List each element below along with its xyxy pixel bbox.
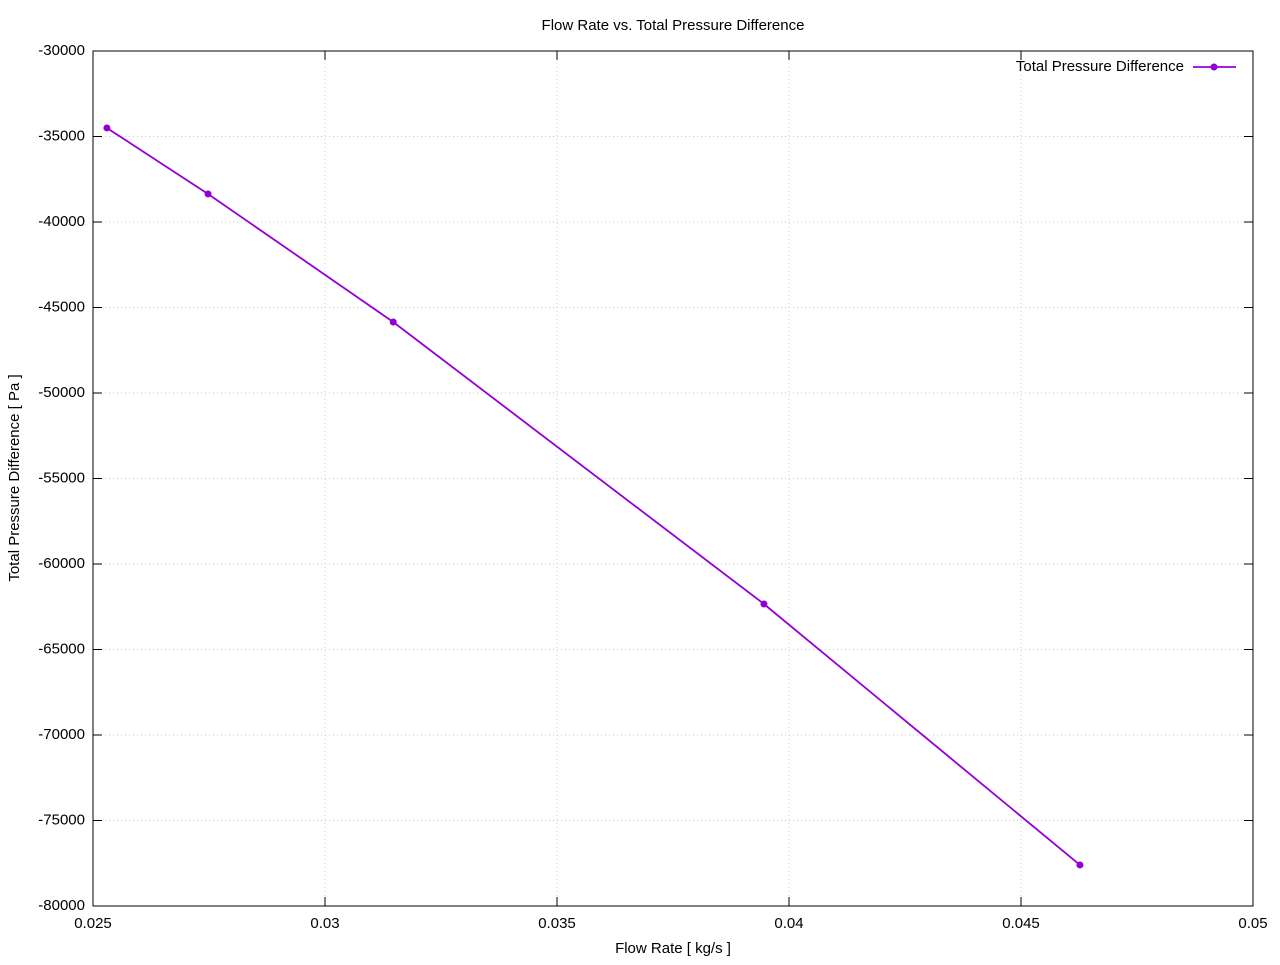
y-tick-label: -40000 xyxy=(38,213,85,230)
y-tick-label: -65000 xyxy=(38,640,85,657)
data-point xyxy=(204,190,212,198)
legend-marker xyxy=(1210,63,1218,71)
y-tick-label: -75000 xyxy=(38,811,85,828)
x-tick-label: 0.03 xyxy=(310,915,339,932)
y-tick-label: -55000 xyxy=(38,469,85,486)
x-tick-label: 0.045 xyxy=(1002,915,1040,932)
y-tick-label: -30000 xyxy=(38,42,85,59)
data-point xyxy=(1076,861,1084,869)
x-tick-label: 0.035 xyxy=(538,915,576,932)
legend-label: Total Pressure Difference xyxy=(1016,58,1184,75)
y-tick-label: -70000 xyxy=(38,726,85,743)
chart-title: Flow Rate vs. Total Pressure Difference xyxy=(542,17,805,34)
y-tick-label: -45000 xyxy=(38,298,85,315)
data-point xyxy=(760,600,768,608)
y-tick-label: -80000 xyxy=(38,897,85,914)
y-tick-label: -60000 xyxy=(38,555,85,572)
x-tick-label: 0.025 xyxy=(74,915,112,932)
x-tick-label: 0.05 xyxy=(1238,915,1267,932)
plot-frame xyxy=(92,50,1254,907)
y-tick-label: -50000 xyxy=(38,384,85,401)
data-point xyxy=(389,318,397,326)
x-axis-label: Flow Rate [ kg/s ] xyxy=(615,940,731,957)
data-point xyxy=(103,124,111,132)
x-tick-label: 0.04 xyxy=(774,915,803,932)
y-axis-label: Total Pressure Difference [ Pa ] xyxy=(6,374,23,581)
y-tick-label: -35000 xyxy=(38,127,85,144)
